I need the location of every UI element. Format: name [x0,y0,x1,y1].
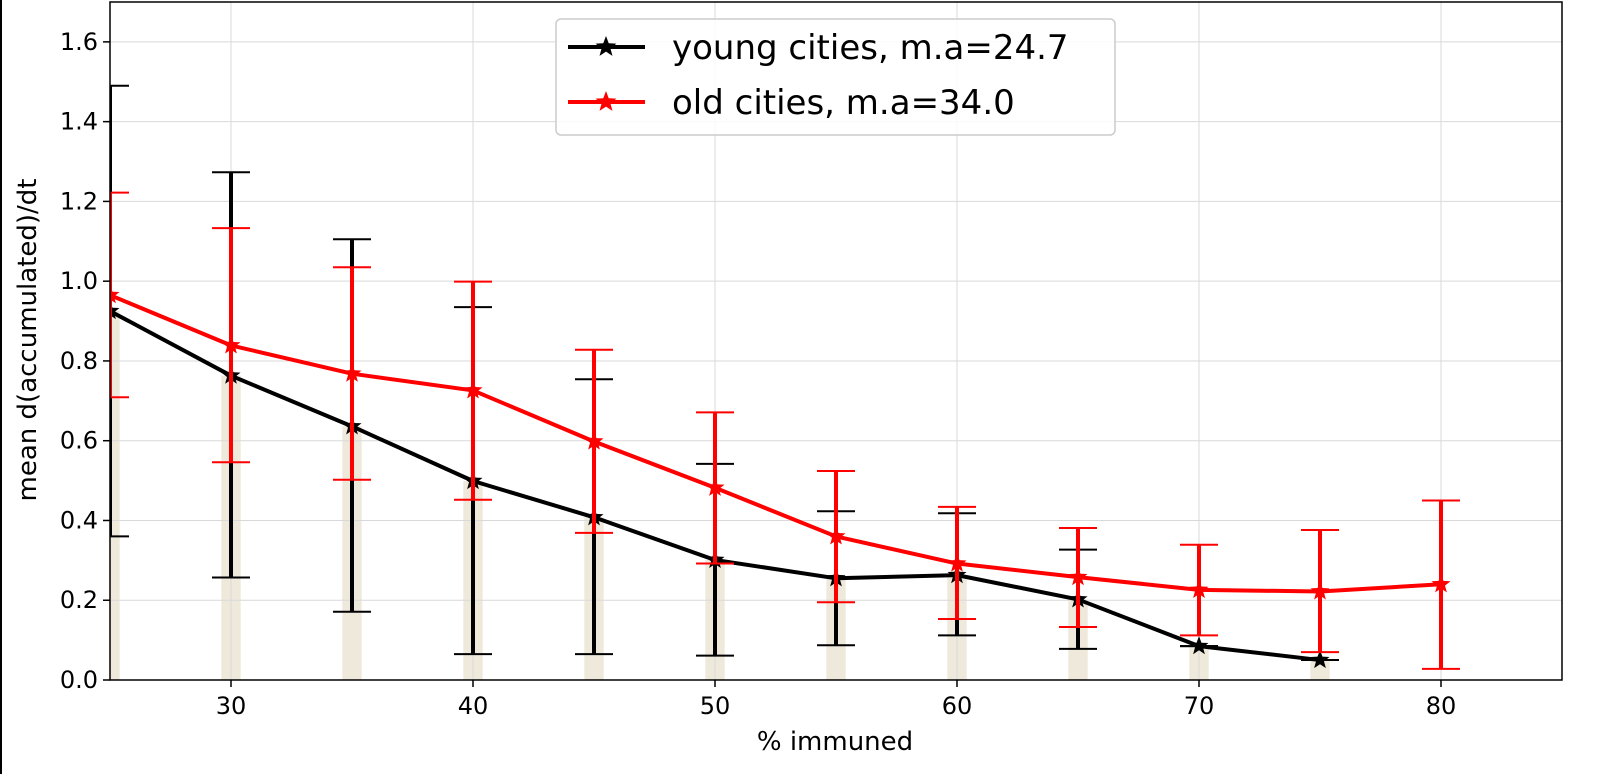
data-point-star-marker [342,363,362,382]
x-tick-label: 50 [700,692,731,720]
series-line [110,293,1442,594]
y-tick-label: 0.2 [60,586,98,614]
data-point-star-marker [1310,581,1330,600]
series-group [110,84,1460,670]
data-point-star-marker [110,285,120,304]
y-tick-label: 0.4 [60,506,98,534]
legend-star-marker [595,91,617,111]
legend-label: old cities, m.a=34.0 [672,83,1015,123]
x-tick-label: 40 [458,692,489,720]
x-tick-label: 80 [1426,692,1457,720]
data-point-star-marker [947,553,967,572]
legend-box [555,18,1116,136]
x-tick-label: 60 [942,692,973,720]
legend-star-marker [595,36,617,56]
data-point-star-marker [221,335,241,354]
data-point-star-marker [110,301,120,320]
legend-label: young cities, m.a=24.7 [672,28,1069,68]
data-point-star-marker [826,526,846,545]
data-point-star-marker [463,380,483,399]
background-bar [110,311,120,680]
y-tick-label: 0.0 [60,666,98,694]
data-point-star-marker [584,431,604,450]
y-axis-label: mean d(accumulated)/dt [13,179,43,502]
x-tick-label: 70 [1184,692,1215,720]
plot-area-frame [109,1,1563,681]
y-tick-label: 0.8 [60,347,98,375]
x-axis-label: % immuned [757,727,913,757]
x-tick-label: 30 [216,692,247,720]
axis-ticks: 30 40 50 60 70 80 0.0 0.2 0.4 0.6 0.8 1.0 1.2 1.4 1.6 [60,28,1456,720]
data-point-star-marker [705,477,725,496]
y-tick-label: 1.6 [60,28,98,56]
data-point-star-marker [1431,574,1451,593]
data-point-star-marker [1189,579,1209,598]
y-tick-label: 0.6 [60,427,98,455]
y-tick-label: 1.2 [60,187,98,215]
data-point-star-marker [1189,636,1209,655]
legend: young cities, m.a=24.7 old cities, m.a=34… [555,18,1116,136]
y-tick-label: 1.0 [60,267,98,295]
data-point-star-marker [1310,650,1330,669]
y-tick-label: 1.4 [60,108,98,136]
data-point-star-marker [1068,567,1088,586]
series-old-cities [110,191,1460,670]
